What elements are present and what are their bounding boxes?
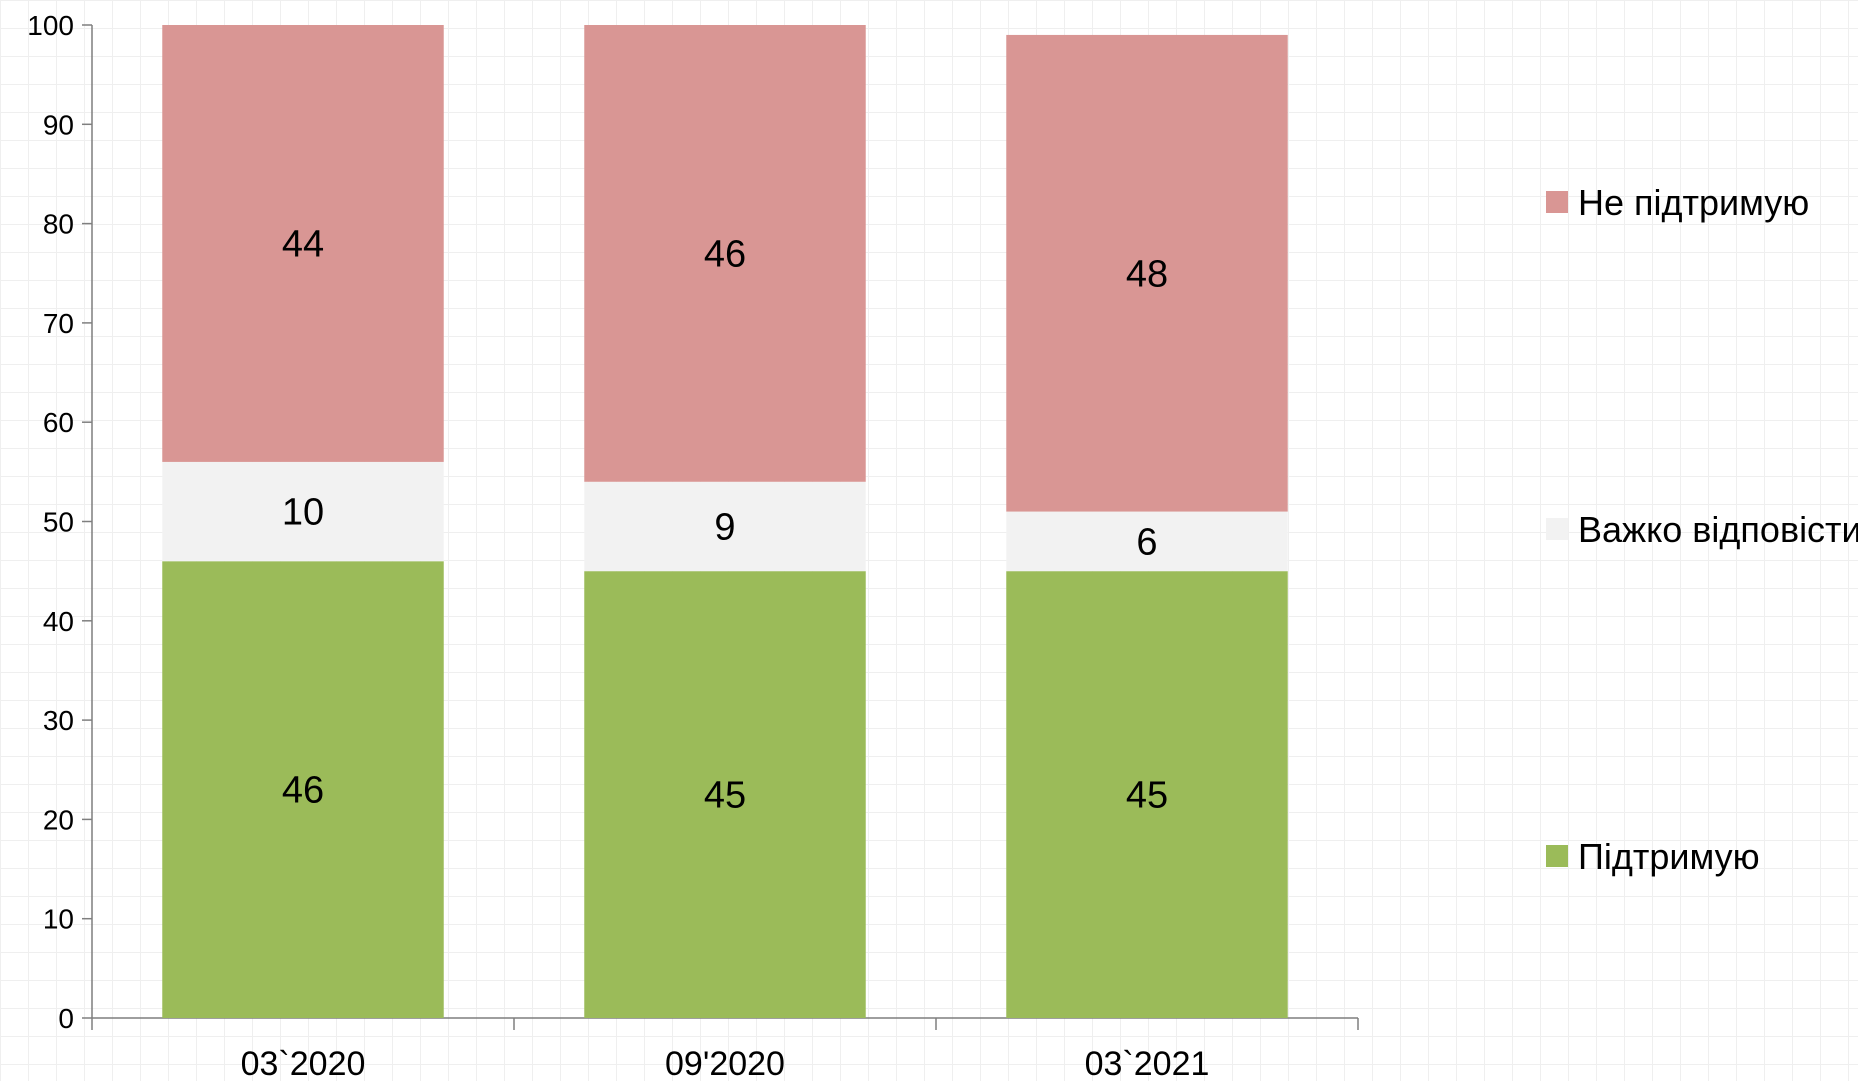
y-tick-label: 50 — [43, 507, 74, 538]
legend: Не підтримую Важко відповісти Підтримую — [1546, 182, 1858, 877]
bar-segment — [584, 571, 866, 1018]
y-axis: 0 10 20 30 40 50 60 70 80 90 100 — [27, 10, 93, 1034]
x-category-label: 03`2021 — [1085, 1045, 1210, 1081]
legend-label: Підтримую — [1578, 836, 1760, 877]
y-tick-label: 60 — [43, 407, 74, 438]
bar-segment — [162, 25, 444, 462]
legend-swatch — [1546, 191, 1568, 213]
x-category-label: 03`2020 — [241, 1045, 366, 1081]
y-tick-label: 90 — [43, 109, 74, 140]
bar-segment — [162, 561, 444, 1018]
data-label: 9 — [714, 506, 735, 548]
data-label: 46 — [704, 233, 746, 275]
y-tick-label: 80 — [43, 209, 74, 240]
data-label: 46 — [282, 770, 324, 812]
data-label: 48 — [1126, 253, 1168, 295]
bar-segment — [162, 461, 444, 562]
bar-segment — [584, 481, 866, 572]
y-tick-label: 0 — [58, 1003, 74, 1034]
x-axis: 03`2020 09'2020 03`2021 — [91, 1017, 1359, 1081]
legend-swatch — [1546, 845, 1568, 867]
bar-segment — [584, 25, 866, 482]
y-tick-label: 10 — [43, 904, 74, 935]
data-label: 6 — [1136, 521, 1157, 563]
legend-swatch — [1546, 518, 1568, 540]
bar-segment — [1006, 511, 1288, 572]
y-tick-label: 30 — [43, 705, 74, 736]
y-tick-label: 70 — [43, 308, 74, 339]
y-tick-label: 40 — [43, 606, 74, 637]
data-label: 45 — [704, 775, 746, 817]
bar-segment — [1006, 34, 1288, 512]
x-category-label: 09'2020 — [665, 1045, 785, 1081]
legend-label: Не підтримую — [1578, 182, 1809, 223]
bar-segment — [1006, 571, 1288, 1018]
data-label: 44 — [282, 223, 324, 265]
data-label: 45 — [1126, 775, 1168, 817]
legend-label: Важко відповісти — [1578, 509, 1858, 550]
y-tick-label: 100 — [27, 10, 74, 41]
bars: 46 10 44 45 9 46 45 6 48 — [162, 25, 1288, 1018]
data-label: 10 — [282, 492, 324, 534]
y-tick-label: 20 — [43, 804, 74, 835]
